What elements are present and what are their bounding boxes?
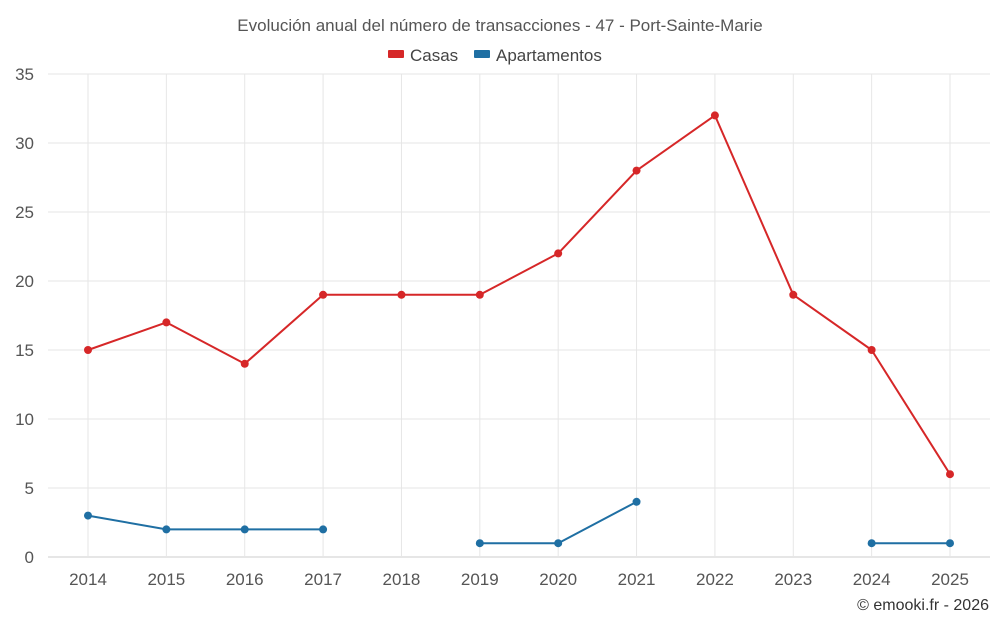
y-tick-label: 5 xyxy=(25,479,34,498)
data-point-apartamentos[interactable] xyxy=(867,539,876,548)
data-point-apartamentos[interactable] xyxy=(475,539,484,548)
x-tick-label: 2024 xyxy=(853,570,891,589)
data-point-apartamentos[interactable] xyxy=(84,511,92,520)
y-tick-label: 15 xyxy=(15,341,34,360)
x-tick-label: 2019 xyxy=(461,570,499,589)
x-tick-label: 2018 xyxy=(383,570,421,589)
data-point-apartamentos[interactable] xyxy=(162,525,171,534)
data-point-casas[interactable] xyxy=(84,346,92,354)
series-apartamentos xyxy=(84,497,954,548)
data-point-casas[interactable] xyxy=(554,249,563,258)
legend-swatch-casas xyxy=(388,50,404,58)
data-point-casas[interactable] xyxy=(867,346,876,354)
legend-label-apartamentos: Apartamentos xyxy=(496,46,602,65)
x-tick-label: 2015 xyxy=(147,570,185,589)
y-tick-label: 10 xyxy=(15,410,34,429)
grid xyxy=(48,73,990,558)
x-tick-label: 2020 xyxy=(539,570,577,589)
y-tick-label: 30 xyxy=(15,134,34,153)
data-point-casas[interactable] xyxy=(632,166,641,175)
data-point-apartamentos[interactable] xyxy=(946,539,954,548)
data-point-casas[interactable] xyxy=(946,470,954,479)
data-point-casas[interactable] xyxy=(475,290,484,299)
y-axis: 0 5 10 15 20 25 30 35 xyxy=(15,65,34,567)
chart-title: Evolución anual del número de transaccio… xyxy=(237,16,762,35)
legend-item-apartamentos[interactable]: Apartamentos xyxy=(474,46,602,65)
x-tick-label: 2014 xyxy=(69,570,107,589)
x-tick-label: 2017 xyxy=(304,570,342,589)
credit: © emooki.fr - 2026 xyxy=(857,597,989,614)
x-tick-label: 2023 xyxy=(774,570,812,589)
data-point-apartamentos[interactable] xyxy=(319,525,328,534)
legend-label-casas: Casas xyxy=(410,46,458,65)
data-point-apartamentos[interactable] xyxy=(554,539,563,548)
series-casas xyxy=(84,111,954,479)
y-tick-label: 25 xyxy=(15,203,34,222)
x-tick-label: 2025 xyxy=(931,570,969,589)
y-tick-label: 0 xyxy=(25,548,34,567)
legend-swatch-apartamentos xyxy=(474,50,490,58)
data-point-casas[interactable] xyxy=(240,359,249,368)
data-point-casas[interactable] xyxy=(319,290,328,299)
x-tick-label: 2016 xyxy=(226,570,264,589)
data-point-casas[interactable] xyxy=(162,318,171,327)
y-tick-label: 20 xyxy=(15,272,34,291)
series-line-casas xyxy=(87,114,951,475)
data-point-casas[interactable] xyxy=(397,290,406,299)
x-tick-label: 2021 xyxy=(618,570,656,589)
data-point-casas[interactable] xyxy=(789,290,798,299)
x-tick-label: 2022 xyxy=(696,570,734,589)
x-axis: 2014 2015 2016 2017 2018 2019 2020 2021 2022 2023… xyxy=(69,570,969,589)
legend-item-casas[interactable]: Casas xyxy=(388,46,458,65)
data-point-apartamentos[interactable] xyxy=(632,497,641,506)
y-tick-label: 35 xyxy=(15,65,34,84)
legend: Casas Apartamentos xyxy=(388,46,602,65)
data-point-apartamentos[interactable] xyxy=(240,525,249,534)
data-point-casas[interactable] xyxy=(710,111,719,120)
series-line-apartamentos xyxy=(87,514,324,531)
series-layer xyxy=(84,111,954,548)
